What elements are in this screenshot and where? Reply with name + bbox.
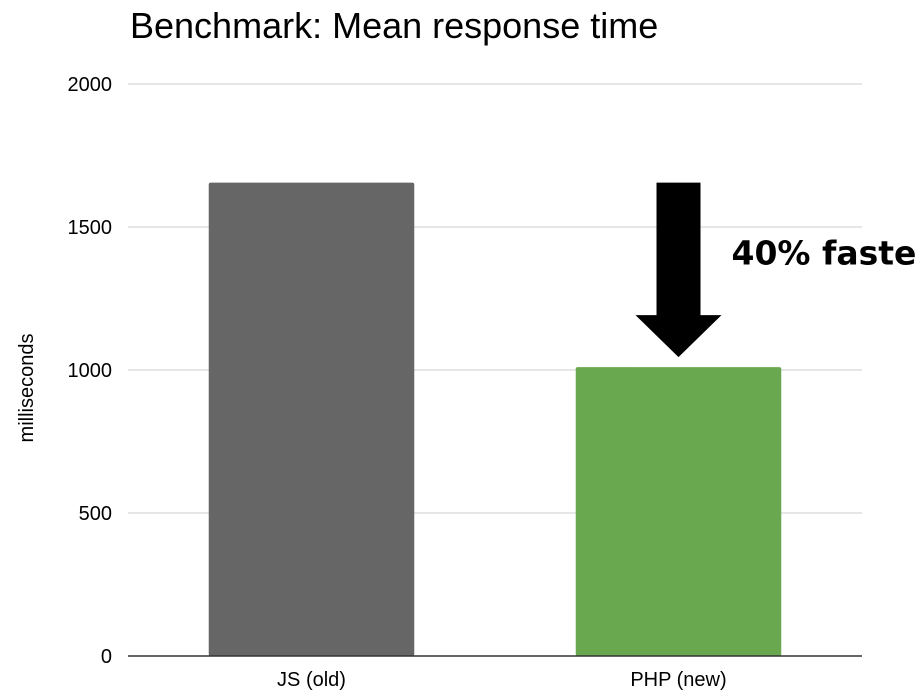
x-tick-label: PHP (new)	[630, 669, 726, 691]
y-tick-label: 1000	[68, 360, 113, 382]
y-axis-label: milliseconds	[16, 334, 38, 443]
annotations: 40% faster	[635, 182, 917, 358]
y-axis-ticks: 0 500 1000 1500 2000	[68, 74, 113, 668]
y-tick-label: 2000	[68, 74, 113, 96]
bar	[575, 367, 782, 656]
down-arrow	[635, 182, 722, 358]
annotation-label: 40% faster	[732, 234, 917, 273]
x-tick-label: JS (old)	[277, 669, 346, 691]
bar	[208, 182, 415, 657]
y-tick-label: 0	[101, 646, 112, 668]
chart-title: Benchmark: Mean response time	[130, 5, 658, 46]
bars	[208, 182, 782, 657]
y-tick-label: 1500	[68, 217, 113, 239]
x-axis-ticks: JS (old) PHP (new)	[277, 669, 727, 691]
y-tick-label: 500	[79, 503, 112, 525]
